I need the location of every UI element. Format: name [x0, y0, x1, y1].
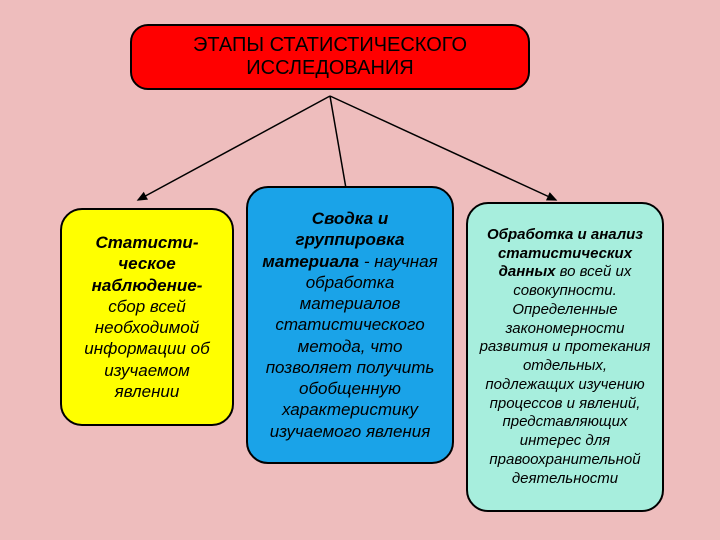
stage-observation: Статисти-ческое наблюдение- сбор всей не… — [60, 208, 234, 426]
stage-rest-part: - научная обработка материалов статистич… — [266, 252, 438, 441]
diagram-title-text: ЭТАПЫ СТАТИСТИЧЕСКОГО ИССЛЕДОВАНИЯ — [162, 34, 498, 80]
stage-text: Сводка и группировка материала - научная… — [260, 208, 440, 442]
connector-arrow-1 — [138, 96, 330, 200]
stage-analysis: Обработка и анализ статистических данных… — [466, 202, 664, 512]
stage-text: Статисти-ческое наблюдение- сбор всей не… — [72, 232, 222, 402]
stage-rest-part: во всей их совокупности. Определенные за… — [480, 263, 651, 486]
stage-bold-part: Статисти-ческое наблюдение- — [92, 233, 203, 295]
stage-grouping: Сводка и группировка материала - научная… — [246, 186, 454, 464]
arrow-lines — [138, 96, 556, 200]
connector-arrow-2 — [330, 96, 348, 200]
stage-rest-part: сбор всей необходимой информации об изуч… — [84, 297, 209, 401]
diagram-canvas: ЭТАПЫ СТАТИСТИЧЕСКОГО ИССЛЕДОВАНИЯ Стати… — [0, 0, 720, 540]
connector-arrow-3 — [330, 96, 556, 200]
diagram-title-box: ЭТАПЫ СТАТИСТИЧЕСКОГО ИССЛЕДОВАНИЯ — [130, 24, 530, 90]
stage-text: Обработка и анализ статистических данных… — [478, 226, 652, 489]
